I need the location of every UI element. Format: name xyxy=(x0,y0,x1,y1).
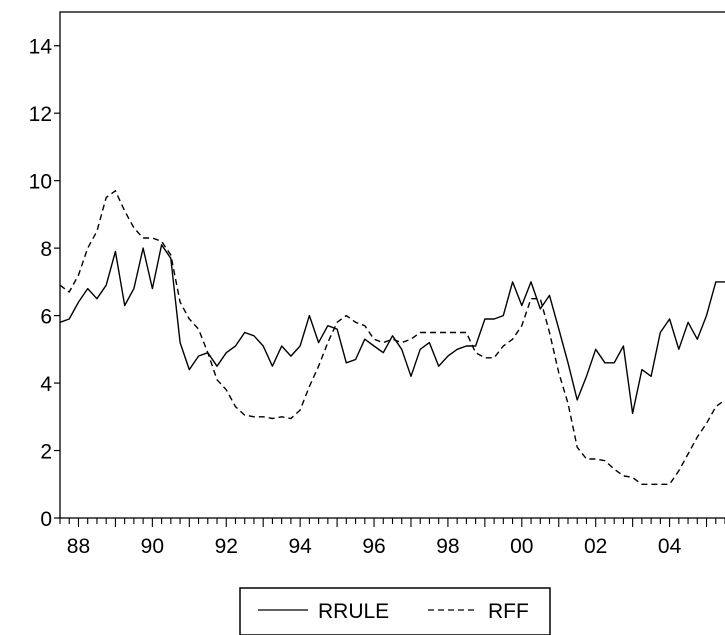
series-line-rff xyxy=(59,190,725,485)
x-tick-label: 96 xyxy=(362,535,385,558)
x-tick-label: 92 xyxy=(215,535,238,558)
y-tick-label: 4 xyxy=(40,373,52,396)
y-tick-label: 8 xyxy=(40,238,52,261)
series-line-rrule xyxy=(59,244,725,415)
y-tick-label: 14 xyxy=(29,36,53,59)
legend: RRULE RFF xyxy=(239,587,551,635)
y-tick-label: 2 xyxy=(40,441,52,464)
series-lines xyxy=(59,190,725,485)
y-tick-label: 0 xyxy=(40,508,52,531)
plot-border xyxy=(59,11,725,519)
plot-area xyxy=(59,11,725,519)
legend-box xyxy=(239,587,551,635)
y-tick-label: 6 xyxy=(40,306,52,329)
y-axis: 0 2 4 6 8 10 12 14 xyxy=(29,36,60,531)
x-tick-label: 00 xyxy=(510,535,533,558)
x-tick-label: 98 xyxy=(436,535,459,558)
x-tick-label: 04 xyxy=(658,535,682,558)
x-axis: 88 90 92 94 96 98 00 02 04 xyxy=(59,518,725,558)
y-tick-label: 12 xyxy=(29,103,52,126)
y-tick-label: 10 xyxy=(29,171,52,194)
legend-label-rff: RFF xyxy=(488,600,529,623)
x-tick-label: 88 xyxy=(67,535,90,558)
x-tick-label: 90 xyxy=(141,535,164,558)
legend-label-rrule: RRULE xyxy=(318,600,389,623)
x-tick-label: 94 xyxy=(288,535,312,558)
x-tick-label: 02 xyxy=(584,535,607,558)
